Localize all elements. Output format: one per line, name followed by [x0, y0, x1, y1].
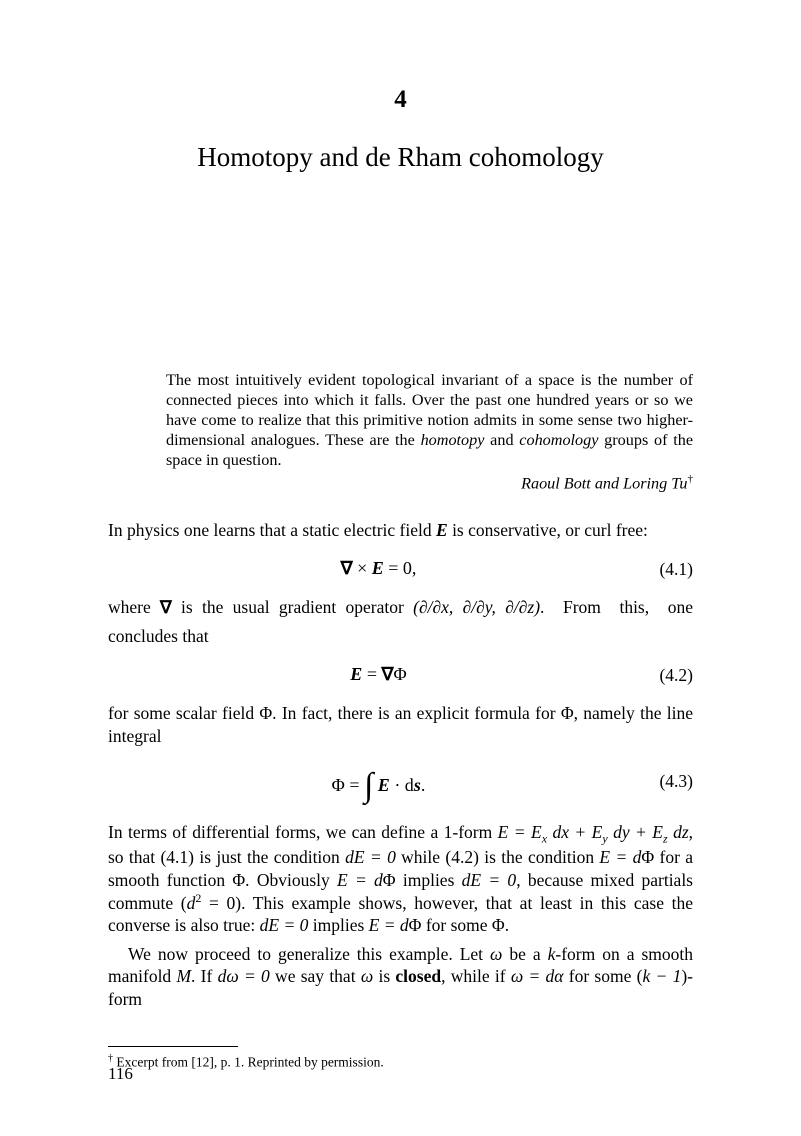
- dagger-icon: †: [688, 473, 694, 485]
- paragraph-5: We now proceed to generalize this exampl…: [108, 943, 693, 1010]
- epigraph-attribution: Raoul Bott and Loring Tu†: [108, 473, 693, 493]
- paragraph-2b: concludes that: [108, 625, 693, 647]
- body-text: In physics one learns that a static elec…: [108, 519, 693, 1010]
- eq3-content: Φ = ∫ E · ds.: [108, 759, 649, 803]
- p5-s7: . If: [191, 966, 218, 986]
- p5-s15: k − 1: [642, 966, 681, 986]
- p4-s9: E = d: [599, 847, 641, 867]
- paragraph-1: In physics one learns that a static elec…: [108, 519, 693, 541]
- footnote: † Excerpt from [12], p. 1. Reprinted by …: [108, 1053, 693, 1071]
- p4-s8: while (4.2) is the condition: [396, 847, 600, 867]
- p5-s1: We now proceed to generalize this exampl…: [128, 944, 490, 964]
- p4-s16: = 0: [201, 893, 235, 913]
- equation-4-3: Φ = ∫ E · ds. (4.3): [108, 759, 693, 803]
- p4-s20: E = d: [369, 915, 409, 935]
- p4-s21: for some Φ.: [421, 915, 509, 935]
- eq2-number: (4.2): [649, 664, 693, 686]
- p2-partials: (∂/∂x, ∂/∂y, ∂/∂z): [413, 597, 540, 617]
- p4-s12: implies: [396, 870, 462, 890]
- p4-s11: E = d: [337, 870, 383, 890]
- epigraph: The most intuitively evident topological…: [166, 371, 693, 471]
- p5-s14: for some (: [564, 966, 643, 986]
- eq1-number: (4.1): [649, 558, 693, 580]
- equation-4-2: E = ∇Φ (4.2): [108, 663, 693, 686]
- p4-s18: dE = 0: [260, 915, 309, 935]
- page-number: 116: [108, 1064, 133, 1084]
- p1-pre: In physics one learns that a static elec…: [108, 520, 436, 540]
- chapter-title: Homotopy and de Rham cohomology: [108, 142, 693, 173]
- epigraph-author: Raoul Bott and Loring Tu: [521, 474, 687, 492]
- eq2-content: E = ∇Φ: [108, 663, 649, 686]
- p4-s19: implies: [308, 915, 368, 935]
- paragraph-2: where ∇ is the usual gradient operator (…: [108, 596, 693, 618]
- paragraph-3: for some scalar field Φ. In fact, there …: [108, 702, 693, 747]
- epigraph-italic-2: cohomology: [519, 431, 598, 449]
- paragraph-4: In terms of differential forms, we can d…: [108, 821, 693, 937]
- p2-nabla: ∇: [160, 597, 172, 617]
- p2-post: . From this, one: [540, 597, 693, 617]
- eq3-pre: Φ =: [332, 775, 364, 795]
- p5-s10: ω: [361, 966, 373, 986]
- integral-icon: ∫: [364, 767, 373, 804]
- p4-s7: dE = 0: [345, 847, 396, 867]
- p5-s12: , while if: [441, 966, 511, 986]
- chapter-number: 4: [108, 86, 693, 114]
- p5-s8: dω = 0: [218, 966, 270, 986]
- p5-s6: M: [176, 966, 191, 986]
- epigraph-text-mid: and: [484, 431, 519, 449]
- p2-pre: where: [108, 597, 160, 617]
- p4-s2: E = Ex dx + Ey dy + Ez dz: [498, 822, 689, 842]
- footnote-text: Excerpt from [12], p. 1. Reprinted by pe…: [113, 1054, 384, 1069]
- p2-mid: is the usual gradient operator: [172, 597, 413, 617]
- p1-E: E: [436, 520, 448, 540]
- equation-4-1: ∇ × E = 0, (4.1): [108, 557, 693, 580]
- p5-s13: ω = dα: [511, 966, 564, 986]
- p5-s11: is: [373, 966, 395, 986]
- p5-s3: be a: [502, 944, 547, 964]
- p4-s1: In terms of differential forms, we can d…: [108, 822, 498, 842]
- p5-s9: we say that: [270, 966, 361, 986]
- p5-s2: ω: [490, 944, 502, 964]
- p1-post: is conservative, or curl free:: [448, 520, 648, 540]
- eq3-number: (4.3): [649, 770, 693, 792]
- epigraph-italic-1: homotopy: [421, 431, 485, 449]
- p4-s13: dE = 0: [462, 870, 517, 890]
- eq1-content: ∇ × E = 0,: [108, 557, 649, 580]
- p5-closed: closed: [395, 966, 441, 986]
- footnote-rule: [108, 1046, 238, 1047]
